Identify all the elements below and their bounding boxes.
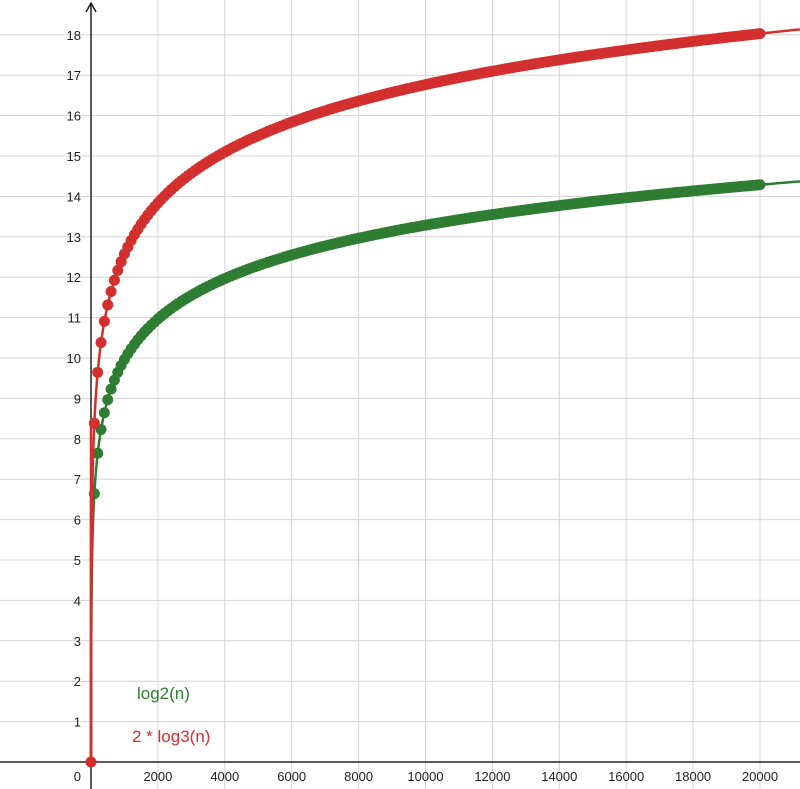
y-tick-label: 12 <box>67 270 81 285</box>
x-tick-label: 2000 <box>143 769 172 784</box>
point-2log3 <box>92 366 104 378</box>
y-tick-label: 17 <box>67 68 81 83</box>
point-log2 <box>98 407 110 419</box>
y-tick-label: 5 <box>74 553 81 568</box>
y-tick-label: 4 <box>74 593 81 608</box>
point-2log3 <box>88 417 100 429</box>
y-tick-label: 1 <box>74 715 81 730</box>
x-tick-label: 4000 <box>210 769 239 784</box>
point-2log3 <box>108 274 120 286</box>
y-tick-label: 16 <box>67 109 81 124</box>
point-2log3 <box>95 337 107 348</box>
y-tick-label: 9 <box>74 391 81 406</box>
point-log2 <box>754 179 766 191</box>
point-log2 <box>102 394 114 406</box>
point-2log3 <box>105 286 117 298</box>
x-tick-label: 14000 <box>541 769 577 784</box>
series-line-log2 <box>89 180 800 763</box>
legend-label-2log3: 2 * log3(n) <box>132 727 210 746</box>
y-tick-label: 8 <box>74 432 81 447</box>
y-tick-label: 11 <box>68 311 82 326</box>
point-log2 <box>92 447 104 459</box>
point-2log3 <box>102 299 114 311</box>
x-tick-label: 6000 <box>277 769 306 784</box>
y-tick-label: 10 <box>67 351 81 366</box>
y-axis-arrow-icon <box>85 1 97 13</box>
x-tick-label: 10000 <box>407 769 443 784</box>
y-tick-label: 2 <box>74 674 81 689</box>
point-2log3 <box>754 28 766 40</box>
origin-label: 0 <box>74 769 81 784</box>
y-tick-label: 7 <box>74 472 81 487</box>
x-tick-label: 8000 <box>344 769 373 784</box>
series-layer <box>85 28 800 768</box>
x-tick-label: 12000 <box>474 769 510 784</box>
point-2log3 <box>112 264 124 276</box>
x-axis: 2000 4000 6000 8000 10000 12000 14000 16000 1800… <box>0 761 800 784</box>
y-tick-label: 13 <box>67 230 81 245</box>
y-tick-label: 18 <box>67 28 81 43</box>
x-tick-label: 18000 <box>675 769 711 784</box>
y-tick-label: 15 <box>67 149 81 164</box>
legend-label-log2: log2(n) <box>137 684 190 703</box>
origin-point <box>85 756 97 768</box>
y-tick-label: 3 <box>74 634 81 649</box>
x-tick-label: 16000 <box>608 769 644 784</box>
x-tick-label: 20000 <box>742 769 778 784</box>
y-tick-label: 6 <box>74 513 81 528</box>
point-log2 <box>105 383 117 395</box>
point-2log3 <box>98 315 110 327</box>
y-tick-label: 14 <box>67 189 81 204</box>
series-line-2log3 <box>89 28 800 763</box>
legend: log2(n) 2 * log3(n) <box>132 684 210 746</box>
